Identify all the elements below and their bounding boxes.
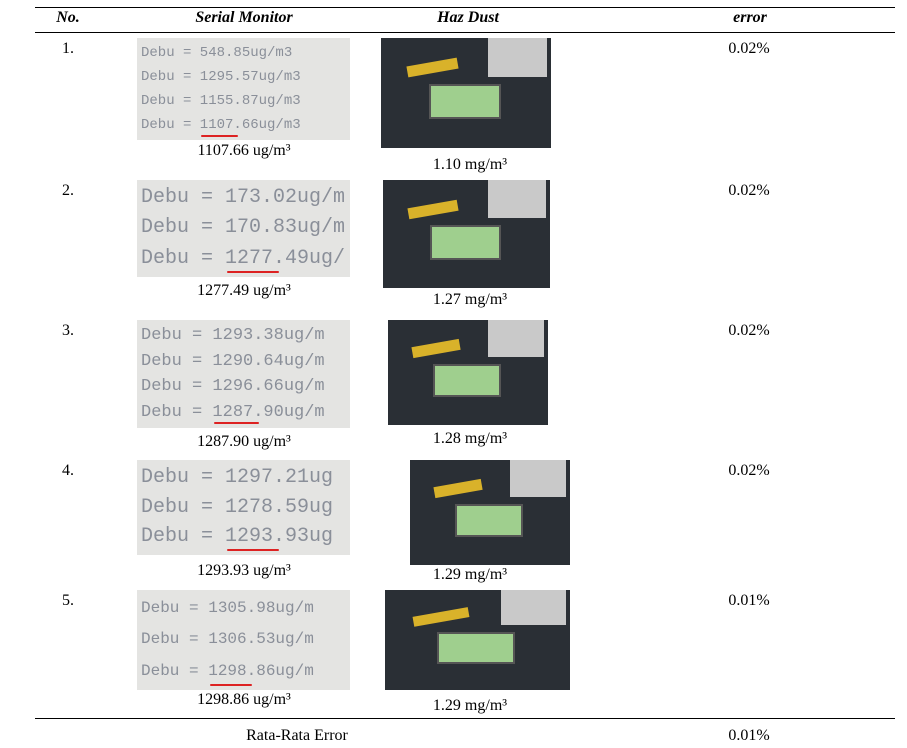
- row-number: 2.: [62, 182, 74, 200]
- serial-line: Debu = 1305.98ug/m: [141, 593, 350, 624]
- serial-line: Debu = 1297.21ug: [141, 463, 350, 493]
- error-value: 0.02%: [728, 462, 769, 480]
- sensor: [488, 38, 548, 77]
- serial-value: 1287.90 ug/m³: [197, 433, 291, 451]
- device-label: [433, 479, 482, 498]
- serial-line: Debu = 1298.86ug/m: [141, 656, 350, 687]
- red-underline: [201, 135, 237, 137]
- haz-value: 1.27 mg/m³: [433, 291, 507, 309]
- serial-line: Debu = 1295.57ug/m3: [141, 65, 350, 89]
- serial-line: Debu = 548.85ug/m3: [141, 41, 350, 65]
- device-label: [406, 58, 458, 78]
- serial-line: Debu = 1296.66ug/m: [141, 374, 350, 400]
- sensor: [488, 180, 546, 218]
- error-value: 0.02%: [728, 322, 769, 340]
- red-underline: [227, 271, 279, 273]
- sensor: [510, 460, 566, 497]
- row-number: 1.: [62, 40, 74, 58]
- haz-dust-photo: [410, 460, 570, 565]
- serial-value: 1298.86 ug/m³: [197, 691, 291, 709]
- red-underline: [227, 549, 279, 551]
- serial-value: 1107.66 ug/m³: [197, 142, 290, 160]
- serial-line: Debu = 1278.59ug: [141, 493, 350, 523]
- haz-dust-photo: [383, 180, 550, 288]
- serial-value: 1277.49 ug/m³: [197, 282, 291, 300]
- haz-value: 1.10 mg/m³: [433, 156, 507, 174]
- device-label: [407, 199, 458, 218]
- footer-label: Rata-Rata Error: [246, 727, 348, 745]
- header-cell: Serial Monitor: [195, 9, 292, 27]
- device-label: [411, 339, 460, 358]
- haz-dust-photo: [388, 320, 548, 425]
- header-rule: [35, 32, 895, 33]
- header-cell: error: [733, 9, 767, 27]
- haz-dust-photo: [385, 590, 570, 690]
- serial-line: Debu = 1107.66ug/m3: [141, 113, 350, 137]
- device-screen: [455, 504, 523, 537]
- footer-error: 0.01%: [728, 727, 769, 745]
- serial-line: Debu = 173.02ug/m: [141, 183, 350, 213]
- serial-line: Debu = 1277.49ug/: [141, 244, 350, 274]
- haz-dust-photo: [381, 38, 551, 148]
- serial-line: Debu = 1293.38ug/m: [141, 323, 350, 349]
- row-number: 3.: [62, 322, 74, 340]
- device-screen: [430, 225, 501, 259]
- haz-value: 1.28 mg/m³: [433, 430, 507, 448]
- sensor: [488, 320, 544, 357]
- header-cell: Haz Dust: [437, 9, 499, 27]
- page: No. Serial Monitor Haz Dust error Rata-R…: [0, 0, 907, 748]
- top-rule: [35, 7, 895, 8]
- red-underline: [210, 684, 252, 686]
- error-value: 0.02%: [728, 182, 769, 200]
- haz-value: 1.29 mg/m³: [433, 697, 507, 715]
- sensor: [501, 590, 566, 625]
- device-screen: [433, 364, 501, 397]
- serial-line: Debu = 1293.93ug: [141, 522, 350, 552]
- error-value: 0.01%: [728, 592, 769, 610]
- row-number: 4.: [62, 462, 74, 480]
- serial-value: 1293.93 ug/m³: [197, 562, 291, 580]
- error-value: 0.02%: [728, 40, 769, 58]
- device-screen: [437, 632, 515, 664]
- serial-line: Debu = 1155.87ug/m3: [141, 89, 350, 113]
- serial-line: Debu = 1306.53ug/m: [141, 624, 350, 655]
- footer-rule: [35, 718, 895, 719]
- header-cell: No.: [56, 9, 80, 27]
- serial-line: Debu = 1290.64ug/m: [141, 349, 350, 375]
- device-screen: [429, 84, 501, 119]
- row-number: 5.: [62, 592, 74, 610]
- device-label: [412, 607, 468, 626]
- serial-line: Debu = 1287.90ug/m: [141, 400, 350, 426]
- haz-value: 1.29 mg/m³: [433, 566, 507, 584]
- serial-line: Debu = 170.83ug/m: [141, 213, 350, 243]
